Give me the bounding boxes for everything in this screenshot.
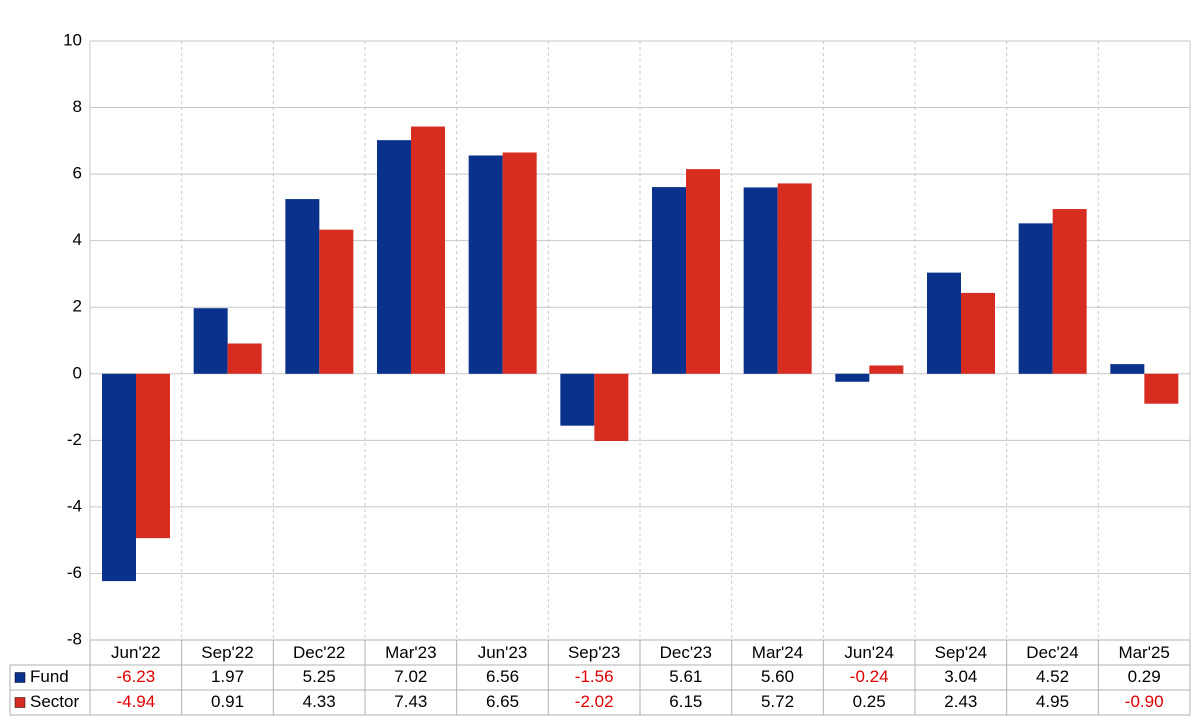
bar — [468, 155, 503, 374]
bar — [743, 187, 778, 374]
data-label: 0.91 — [211, 692, 244, 711]
bar — [502, 152, 537, 374]
bar — [560, 373, 595, 426]
data-label: 7.02 — [394, 667, 427, 686]
x-tick-label: Sep'22 — [201, 643, 253, 662]
bar — [835, 373, 870, 382]
data-label: -0.90 — [1125, 692, 1164, 711]
bar — [227, 343, 262, 374]
data-label: 0.25 — [853, 692, 886, 711]
x-tick-label: Mar'23 — [385, 643, 436, 662]
bar — [136, 373, 170, 539]
bar — [927, 272, 961, 374]
y-tick-label: 10 — [63, 30, 82, 49]
y-tick-label: -8 — [67, 629, 82, 648]
x-tick-label: Jun'24 — [844, 643, 894, 662]
data-label: 0.29 — [1128, 667, 1161, 686]
bar — [1144, 373, 1179, 404]
x-tick-label: Mar'25 — [1118, 643, 1169, 662]
bar — [1018, 223, 1053, 374]
y-tick-label: -4 — [67, 496, 82, 515]
x-tick-label: Jun'22 — [111, 643, 161, 662]
bar — [319, 229, 354, 374]
data-label: 6.15 — [669, 692, 702, 711]
data-label: 4.52 — [1036, 667, 1069, 686]
data-label: 6.65 — [486, 692, 519, 711]
data-label: 5.60 — [761, 667, 794, 686]
data-label: 4.95 — [1036, 692, 1069, 711]
bar — [377, 140, 411, 374]
y-tick-label: 6 — [73, 164, 82, 183]
bar — [869, 365, 904, 374]
bar — [686, 169, 720, 374]
legend-swatch — [14, 672, 26, 683]
x-tick-label: Dec'24 — [1026, 643, 1078, 662]
bar — [777, 183, 812, 374]
data-label: 5.25 — [303, 667, 336, 686]
legend-label: Sector — [30, 692, 79, 711]
data-label: -4.94 — [116, 692, 155, 711]
data-label: 3.04 — [944, 667, 977, 686]
x-tick-label: Dec'23 — [660, 643, 712, 662]
data-label: -2.02 — [575, 692, 614, 711]
bar — [652, 187, 686, 374]
data-label: 4.33 — [303, 692, 336, 711]
bar — [193, 308, 228, 374]
x-tick-label: Dec'22 — [293, 643, 345, 662]
bar — [1110, 364, 1145, 374]
x-tick-label: Mar'24 — [752, 643, 803, 662]
data-label: -6.23 — [116, 667, 155, 686]
data-label: 5.61 — [669, 667, 702, 686]
y-tick-label: 8 — [73, 97, 82, 116]
data-label: -0.24 — [850, 667, 889, 686]
y-tick-label: 4 — [73, 230, 82, 249]
data-label: 1.97 — [211, 667, 244, 686]
bar — [961, 292, 995, 374]
legend-swatch — [14, 697, 26, 708]
bar — [285, 199, 320, 374]
bar — [1052, 209, 1087, 374]
y-tick-label: -6 — [67, 563, 82, 582]
data-label: 6.56 — [486, 667, 519, 686]
bar — [411, 126, 445, 374]
x-tick-label: Sep'23 — [568, 643, 620, 662]
legend-label: Fund — [30, 667, 69, 686]
bar — [102, 373, 136, 582]
data-label: 7.43 — [394, 692, 427, 711]
y-tick-label: 0 — [73, 363, 82, 382]
data-label: 5.72 — [761, 692, 794, 711]
x-tick-label: Jun'23 — [478, 643, 528, 662]
bar — [594, 373, 629, 441]
y-tick-label: 2 — [73, 297, 82, 316]
data-label: 2.43 — [944, 692, 977, 711]
x-tick-label: Sep'24 — [935, 643, 987, 662]
data-label: -1.56 — [575, 667, 614, 686]
y-tick-label: -2 — [67, 430, 82, 449]
